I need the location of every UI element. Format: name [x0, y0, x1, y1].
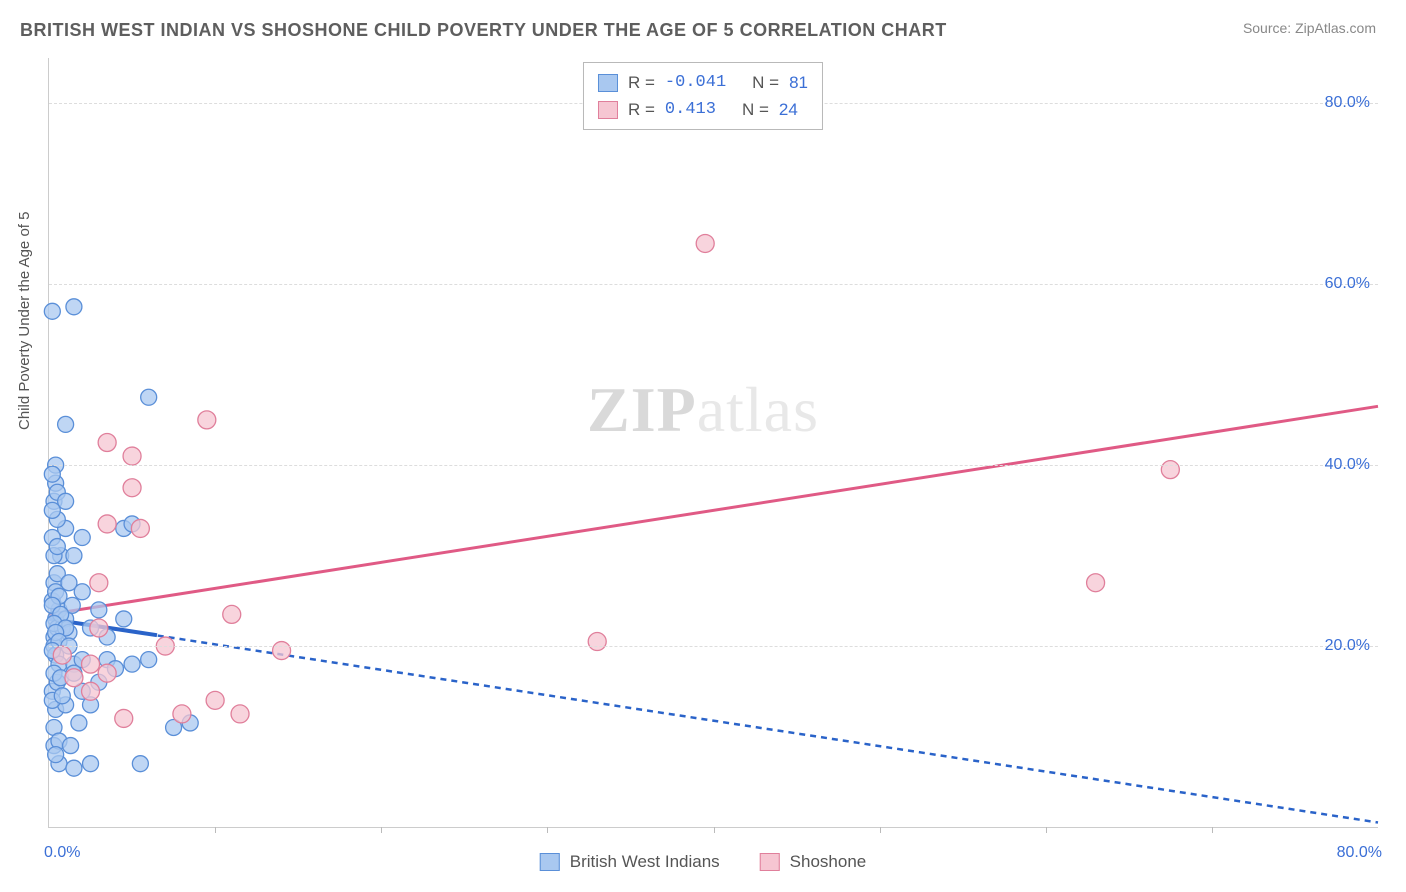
correlation-legend: R = -0.041 N = 81 R = 0.413 N = 24: [583, 62, 823, 130]
y-axis-title: Child Poverty Under the Age of 5: [16, 212, 33, 430]
x-tick: [547, 827, 548, 833]
y-tick-label: 20.0%: [1325, 637, 1370, 655]
legend-label: British West Indians: [570, 852, 720, 872]
chart-title: BRITISH WEST INDIAN VS SHOSHONE CHILD PO…: [20, 20, 947, 41]
legend-item: Shoshone: [760, 852, 867, 872]
n-label: N =: [752, 69, 779, 96]
n-value: 81: [789, 69, 808, 96]
x-tick: [1046, 827, 1047, 833]
scatter-svg: [49, 58, 1378, 827]
x-tick: [880, 827, 881, 833]
x-min-label: 0.0%: [44, 844, 80, 862]
y-tick-label: 60.0%: [1325, 275, 1370, 293]
corr-row: R = -0.041 N = 81: [598, 69, 808, 96]
r-value: -0.041: [665, 69, 726, 96]
n-label: N =: [742, 96, 769, 123]
swatch-icon: [598, 74, 618, 92]
r-label: R =: [628, 96, 655, 123]
x-tick: [714, 827, 715, 833]
gridline: [49, 465, 1378, 466]
r-label: R =: [628, 69, 655, 96]
y-tick-label: 80.0%: [1325, 94, 1370, 112]
swatch-icon: [598, 101, 618, 119]
series-legend: British West Indians Shoshone: [540, 852, 867, 872]
swatch-icon: [540, 853, 560, 871]
gridline: [49, 284, 1378, 285]
header: BRITISH WEST INDIAN VS SHOSHONE CHILD PO…: [0, 0, 1406, 49]
y-tick-label: 40.0%: [1325, 456, 1370, 474]
x-tick: [215, 827, 216, 833]
legend-label: Shoshone: [790, 852, 867, 872]
x-tick: [381, 827, 382, 833]
legend-item: British West Indians: [540, 852, 720, 872]
gridline: [49, 646, 1378, 647]
n-value: 24: [779, 96, 798, 123]
chart-plot-area: 20.0% 40.0% 60.0% 80.0%: [48, 58, 1378, 828]
source-label: Source: ZipAtlas.com: [1243, 20, 1376, 36]
corr-row: R = 0.413 N = 24: [598, 96, 808, 123]
x-tick: [1212, 827, 1213, 833]
x-max-label: 80.0%: [1337, 844, 1382, 862]
r-value: 0.413: [665, 96, 716, 123]
swatch-icon: [760, 853, 780, 871]
